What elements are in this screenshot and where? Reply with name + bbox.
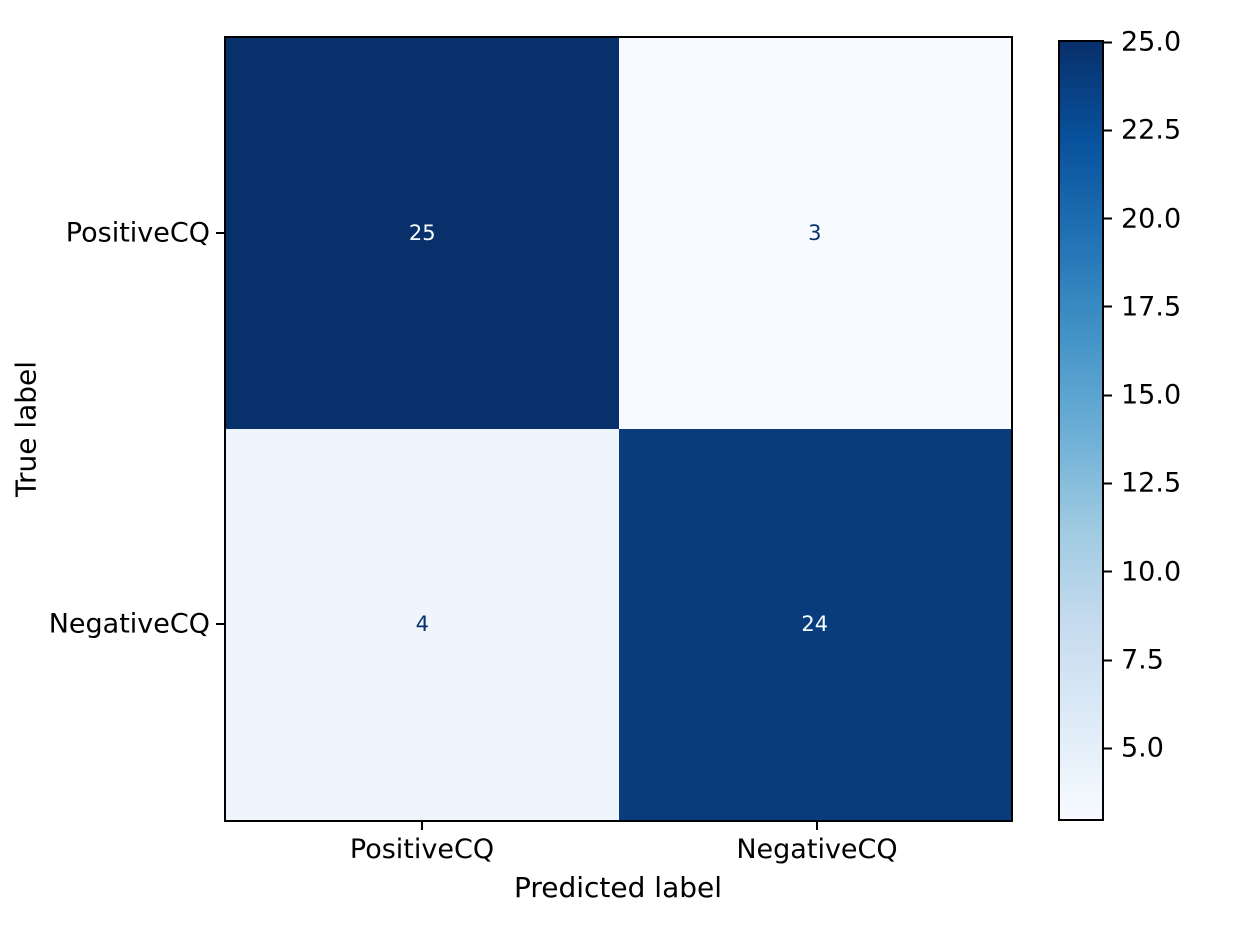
colorbar-tick-mark (1102, 129, 1112, 132)
colorbar-tick-label: 20.0 (1121, 203, 1182, 235)
colorbar-tick-label: 17.5 (1121, 291, 1182, 323)
colorbar-tick-mark (1102, 394, 1112, 397)
colorbar-tick-label: 10.0 (1121, 556, 1182, 588)
colorbar-tick: 12.5 (1102, 468, 1181, 499)
y-axis-tick-mark (216, 232, 224, 234)
colorbar-tick-label: 12.5 (1121, 467, 1182, 499)
x-axis-label: Predicted label (513, 871, 723, 904)
colorbar-tick-label: 22.5 (1121, 114, 1182, 146)
cell-true-negativecq-pred-negativecq: 24 (618, 429, 1011, 820)
colorbar-tick-mark (1102, 305, 1112, 308)
x-tick-label-positivecq: PositiveCQ (349, 834, 495, 865)
x-axis-tick-mark (421, 822, 423, 830)
cell-true-positivecq-pred-positivecq: 25 (226, 38, 619, 429)
colorbar-tick-mark (1102, 41, 1112, 43)
colorbar-tick-mark (1102, 570, 1112, 573)
colorbar-tick: 5.0 (1102, 733, 1164, 764)
colorbar-tick-label: 5.0 (1121, 732, 1164, 764)
x-tick-label-negativecq: NegativeCQ (736, 834, 898, 865)
colorbar-tick-mark (1102, 217, 1112, 220)
colorbar-tick: 10.0 (1102, 556, 1181, 587)
colorbar-tick-mark (1102, 659, 1112, 662)
colorbar-tick: 15.0 (1102, 380, 1181, 411)
colorbar-tick: 22.5 (1102, 115, 1181, 146)
y-tick-label-negativecq: NegativeCQ (48, 608, 210, 640)
colorbar-tick-mark (1102, 747, 1112, 750)
colorbar-tick: 17.5 (1102, 291, 1181, 322)
colorbar-tick: 20.0 (1102, 203, 1181, 234)
colorbar-gradient (1058, 40, 1104, 821)
colorbar-tick-mark (1102, 482, 1112, 485)
cell-true-negativecq-pred-positivecq: 4 (226, 429, 619, 820)
colorbar-tick-label: 25.0 (1121, 26, 1182, 58)
colorbar-tick-label: 15.0 (1121, 379, 1182, 411)
colorbar-tick: 25.0 (1102, 27, 1181, 58)
colorbar-ticks: 25.0 22.5 20.0 17.5 15.0 12.5 10.0 7.5 (1102, 27, 1245, 819)
heatmap-axes: 25 3 4 24 (224, 36, 1013, 822)
x-axis-tick-mark (816, 822, 818, 830)
colorbar-tick-label: 7.5 (1121, 644, 1164, 676)
colorbar-tick: 7.5 (1102, 645, 1164, 676)
y-axis-label: True label (9, 360, 43, 498)
cell-true-positivecq-pred-negativecq: 3 (618, 38, 1011, 429)
y-axis-tick-mark (216, 623, 224, 625)
y-tick-label-positivecq: PositiveCQ (65, 217, 210, 249)
